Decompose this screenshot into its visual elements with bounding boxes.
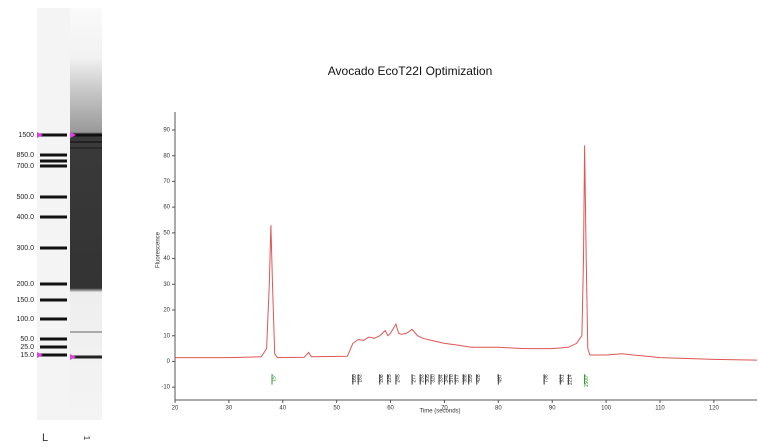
ladder-label: 700.0 xyxy=(16,163,34,170)
x-tick-label: 40 xyxy=(279,406,286,412)
ladder-band xyxy=(40,338,67,341)
y-tick-label: 30 xyxy=(163,282,170,288)
ladder-label: 50.0 xyxy=(20,336,34,343)
ladder-band xyxy=(40,160,67,163)
peak-label: 377 xyxy=(455,374,461,383)
ladder-band xyxy=(40,247,67,250)
y-tick-label: 0 xyxy=(167,359,171,365)
peak-label: 736 xyxy=(543,374,549,383)
y-tick-label: 10 xyxy=(163,333,170,339)
ladder-label: 1500 xyxy=(18,132,34,139)
peak-label: 1214 xyxy=(568,374,574,385)
ladder-label: 100.0 xyxy=(16,316,34,323)
x-tick-label: 100 xyxy=(601,406,612,412)
peak-label: 277 xyxy=(411,374,417,383)
y-axis-label: Fluorescence xyxy=(156,231,162,268)
x-tick-label: 20 xyxy=(172,406,179,412)
peak-label: 15* xyxy=(271,374,277,382)
x-tick-label: 60 xyxy=(387,406,394,412)
x-tick-label: 110 xyxy=(655,406,665,412)
y-tick-label: 50 xyxy=(163,230,170,236)
page: 1500850.0700.0500.0400.0300.0200.0150.01… xyxy=(0,0,759,448)
ladder-band xyxy=(40,354,67,357)
ladder-band xyxy=(40,283,67,286)
x-tick-label: 90 xyxy=(549,406,556,412)
x-tick-label: 80 xyxy=(495,406,502,412)
peak-label: 245 xyxy=(395,374,401,383)
ladder-band xyxy=(40,346,67,349)
y-tick-label: -10 xyxy=(161,385,170,391)
ladder-label: 400.0 xyxy=(16,214,34,221)
ladder-label: 500.0 xyxy=(16,194,34,201)
ladder-label: 15.0 xyxy=(20,352,34,359)
x-tick-label: 30 xyxy=(226,406,233,412)
peak-label: 428 xyxy=(476,374,482,383)
y-tick-label: 90 xyxy=(163,128,170,134)
peak-label: 931 xyxy=(560,374,566,383)
y-tick-label: 70 xyxy=(163,179,170,185)
ladder-label: 850.0 xyxy=(16,152,34,159)
peak-label: 320 xyxy=(430,374,436,383)
sample-band xyxy=(70,147,102,149)
peak-label: 208 xyxy=(379,374,385,383)
x-tick-label: 70 xyxy=(441,406,448,412)
ladder-band xyxy=(40,196,67,199)
x-tick-label: 50 xyxy=(333,406,340,412)
ladder-band xyxy=(40,216,67,219)
trace xyxy=(175,145,757,360)
y-tick-label: 80 xyxy=(163,153,170,159)
ladder-label: 150.0 xyxy=(16,297,34,304)
y-tick-label: 20 xyxy=(163,308,170,314)
ladder-band xyxy=(40,318,67,321)
lane-label: 1 xyxy=(82,436,91,441)
ladder-label: 200.0 xyxy=(16,281,34,288)
y-tick-label: 40 xyxy=(163,256,170,262)
peak-label: 1500* xyxy=(584,374,590,387)
ladder-label: 300.0 xyxy=(16,245,34,252)
ladder-band xyxy=(40,154,67,157)
chart-title: Avocado EcoT22I Optimization xyxy=(328,64,493,78)
peak-label: 399 xyxy=(468,374,474,383)
ladder-band xyxy=(40,134,67,137)
ladder-band xyxy=(40,165,67,168)
lane-label: L xyxy=(42,432,48,444)
ladder-band xyxy=(40,299,67,302)
plot: -10 0 10 20 30 40 50 60 70 80 90 20 30 40 50 60 70 80 90 10… xyxy=(161,112,757,412)
ladder-lane xyxy=(37,8,70,420)
y-tick-label: 60 xyxy=(163,205,170,211)
x-axis-label: Time (seconds) xyxy=(419,409,460,415)
sample-band xyxy=(70,331,102,333)
peak-label: 163 xyxy=(358,374,364,383)
x-tick-label: 120 xyxy=(709,406,720,412)
sample-band xyxy=(70,141,102,143)
ladder-label: 25.0 xyxy=(20,344,34,351)
peak-label: 225 xyxy=(387,374,393,383)
peak-label: 497 xyxy=(498,374,504,383)
